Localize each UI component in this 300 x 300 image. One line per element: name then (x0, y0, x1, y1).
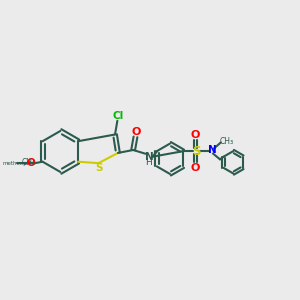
Text: CH₃: CH₃ (220, 137, 234, 146)
Text: H: H (146, 158, 152, 167)
Text: Cl: Cl (112, 111, 124, 121)
Text: methoxy: methoxy (2, 161, 27, 166)
Text: N: N (208, 145, 217, 155)
Text: S: S (192, 145, 200, 158)
Text: O: O (191, 130, 200, 140)
Text: O: O (27, 158, 35, 168)
Text: S: S (95, 164, 103, 173)
Text: N: N (145, 152, 153, 162)
Text: O: O (131, 127, 141, 136)
Text: O: O (191, 163, 200, 172)
Text: CH₃: CH₃ (21, 158, 35, 167)
